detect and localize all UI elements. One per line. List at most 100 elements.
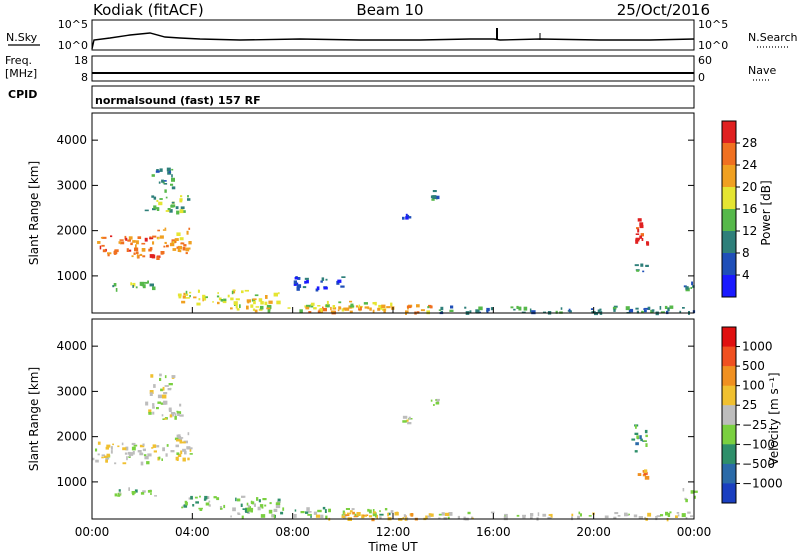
- data-cell-0-8: [469, 310, 472, 313]
- data-cell-0-8: [486, 307, 490, 312]
- data-cell-0-0: [156, 256, 160, 260]
- data-cell-1-7: [356, 512, 361, 516]
- data-cell-0-1: [177, 245, 183, 250]
- data-cell-1-12: [637, 473, 642, 476]
- data-cell-0-11: [636, 227, 639, 230]
- data-cell-0-1: [188, 241, 192, 245]
- data-cell-0-11: [639, 224, 644, 229]
- data-cell-1-0: [132, 451, 135, 455]
- data-cell-0-2: [179, 198, 183, 201]
- data-cell-0-5: [233, 301, 238, 305]
- data-cell-1-0: [133, 444, 138, 447]
- data-cell-1-3: [159, 377, 162, 381]
- freq-left-tick-top: 18: [74, 54, 88, 67]
- data-cell-0-6: [337, 309, 340, 312]
- data-cell-0-6: [390, 302, 393, 307]
- data-cell-1-7: [371, 518, 375, 522]
- colorbar-segment: [722, 253, 736, 276]
- data-cell-1-0: [146, 461, 150, 465]
- data-cell-0-2: [151, 195, 155, 198]
- data-cell-0-6: [236, 308, 240, 311]
- data-cell-0-5: [254, 294, 259, 297]
- data-cell-0-2: [159, 198, 163, 200]
- data-cell-1-6: [261, 506, 264, 509]
- data-cell-0-1: [157, 229, 160, 232]
- data-cell-0-2: [182, 210, 186, 213]
- colorbar-segment: [722, 483, 736, 504]
- colorbar-tick-label: 25: [742, 398, 757, 412]
- data-cell-0-7: [426, 310, 430, 315]
- data-cell-1-5: [208, 504, 211, 507]
- colorbar-segment: [722, 143, 736, 166]
- data-cell-1-5: [213, 496, 217, 499]
- data-cell-1-8: [627, 513, 630, 516]
- data-cell-1-8: [571, 516, 573, 521]
- data-cell-1-5: [182, 505, 185, 508]
- data-cell-0-8: [450, 305, 454, 309]
- data-cell-1-5: [240, 503, 243, 507]
- data-cell-1-8: [467, 511, 471, 515]
- data-cell-0-5: [227, 294, 230, 298]
- data-cell-0-1: [169, 242, 175, 247]
- data-cell-0-4: [112, 285, 115, 288]
- data-cell-1-6: [325, 515, 328, 520]
- data-cell-1-5: [257, 506, 261, 511]
- data-cell-1-8: [547, 516, 552, 520]
- data-cell-1-6: [294, 509, 297, 512]
- data-cell-0-2: [169, 209, 173, 213]
- data-cell-1-7: [394, 511, 399, 516]
- data-cell-0-2: [152, 208, 156, 211]
- data-cell-0-0: [135, 251, 139, 255]
- data-cell-0-6: [258, 308, 263, 311]
- data-cell-0-5: [222, 299, 227, 304]
- colorbar-segment: [722, 385, 736, 406]
- data-cell-1-8: [463, 516, 466, 521]
- noise-right-tick-top: 10^5: [698, 18, 728, 31]
- data-cell-1-6: [351, 508, 355, 511]
- data-cell-1-3: [160, 388, 164, 392]
- data-cell-0-11: [641, 238, 644, 241]
- data-cell-1-0: [153, 450, 157, 453]
- data-cell-0-1: [188, 227, 191, 230]
- data-cell-0-8: [667, 307, 670, 312]
- data-cell-0-5: [203, 297, 207, 301]
- frequency-panel: 18 8 60 0 Freq. [MHz] Nave: [5, 54, 776, 84]
- beam-title: Beam 10: [356, 1, 423, 19]
- time-x-axis: 00:00 04:00 08:00 12:00 16:00 20:00 00:00: [75, 307, 711, 539]
- data-cell-0-0: [141, 248, 146, 252]
- data-cell-1-4: [150, 493, 152, 495]
- data-cell-0-8: [651, 309, 655, 312]
- data-cell-1-3: [149, 392, 153, 396]
- data-cell-1-5: [258, 499, 261, 503]
- data-cell-1-11: [634, 450, 638, 453]
- data-cell-1-5: [184, 500, 188, 504]
- data-cell-1-13: [690, 490, 694, 494]
- data-cell-0-1: [182, 246, 186, 251]
- data-cell-1-11: [635, 424, 637, 429]
- data-cell-1-8: [644, 516, 646, 520]
- data-cell-0-1: [174, 238, 179, 241]
- data-cell-0-5: [189, 291, 192, 294]
- data-cell-1-5: [208, 500, 211, 503]
- data-cell-1-6: [322, 506, 326, 510]
- data-cell-0-0: [97, 241, 101, 244]
- data-cell-0-8: [659, 306, 662, 310]
- data-cell-0-0: [128, 236, 133, 240]
- cpid-panel: CPID normalsound (fast) 157 RF: [8, 85, 695, 109]
- data-cell-0-5: [212, 301, 214, 303]
- data-cell-0-6: [287, 307, 291, 309]
- data-cell-0-6: [255, 306, 259, 308]
- data-cell-1-0: [105, 457, 110, 460]
- noise-left-tick-bottom: 10^0: [58, 39, 88, 52]
- x-tick-label: 20:00: [576, 525, 611, 539]
- data-cell-1-6: [280, 511, 284, 515]
- data-cell-0-14: [293, 280, 297, 284]
- data-cell-1-8: [503, 516, 508, 521]
- data-cell-0-1: [177, 248, 180, 252]
- data-cell-1-0: [101, 456, 104, 459]
- data-cell-0-4: [113, 283, 117, 287]
- data-cell-1-8: [665, 511, 669, 516]
- data-cell-1-8: [522, 515, 526, 519]
- colorbar-segment: [722, 463, 736, 484]
